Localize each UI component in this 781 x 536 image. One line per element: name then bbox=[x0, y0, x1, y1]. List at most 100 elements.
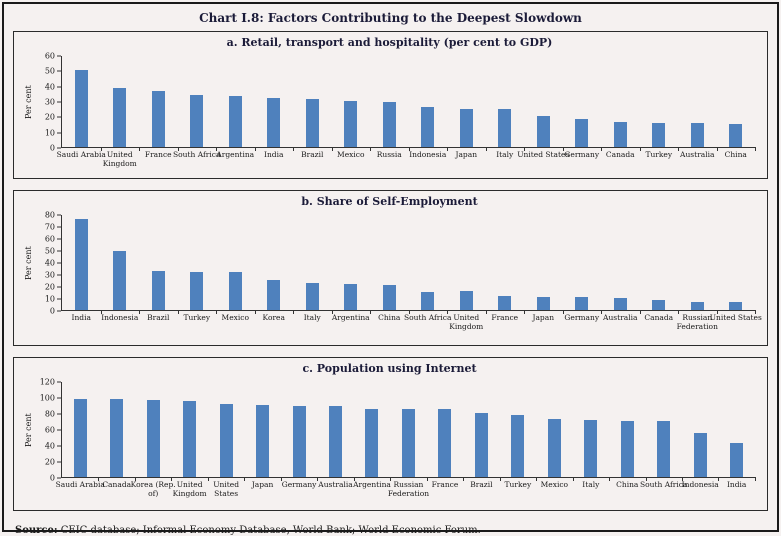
x-category-label: Canada bbox=[605, 150, 635, 159]
bar bbox=[498, 295, 512, 310]
x-category-label: China bbox=[378, 313, 401, 322]
y-tick: 40 bbox=[45, 259, 61, 268]
bar-slot: China bbox=[609, 382, 647, 489]
bar-slot: Canada bbox=[601, 56, 640, 159]
x-category-label: China bbox=[616, 480, 639, 489]
bar bbox=[365, 409, 379, 477]
x-category-label: Indonesia bbox=[101, 313, 139, 322]
x-category-label: Argentina bbox=[331, 313, 370, 322]
bar-slot: Japan bbox=[244, 382, 283, 489]
panel-a-title: a. Retail, transport and hospitality (pe… bbox=[226, 36, 553, 49]
x-category-label: Germany bbox=[564, 150, 600, 159]
y-tick: 60 bbox=[45, 52, 61, 61]
bar bbox=[729, 302, 743, 310]
bar-slot: Germany bbox=[563, 56, 602, 159]
bar bbox=[613, 121, 627, 147]
bar-slot: Italy bbox=[293, 215, 332, 322]
bar-slot: Indonesia bbox=[682, 382, 720, 489]
bar-slot: China bbox=[370, 215, 409, 322]
x-category-label: United States bbox=[709, 313, 762, 322]
y-tick: 40 bbox=[45, 442, 61, 451]
bar-slot: Canada bbox=[98, 382, 137, 489]
x-category-label: Italy bbox=[496, 150, 514, 159]
bar bbox=[113, 250, 127, 310]
bar-slot: Brazil bbox=[293, 56, 332, 159]
y-tick: 40 bbox=[45, 82, 61, 91]
bar bbox=[74, 70, 88, 147]
panel-c-bar-chart: Per cent 0 20 40 60 80 100 120 Saudi Arabia Can… bbox=[20, 378, 759, 506]
bar-slot: United Kingdom bbox=[171, 382, 210, 498]
bar bbox=[474, 412, 488, 477]
bar bbox=[228, 272, 242, 310]
x-category-label: Japan bbox=[532, 313, 555, 322]
bar-slot: France bbox=[486, 215, 525, 322]
x-category-label: Mexico bbox=[221, 313, 249, 322]
x-category-label: United Kingdom bbox=[172, 480, 207, 498]
panel-b-title: b. Share of Self-Employment bbox=[301, 195, 478, 208]
bar bbox=[256, 405, 270, 477]
y-axis: 0 20 40 60 80 100 120 bbox=[35, 378, 61, 483]
bar bbox=[421, 107, 435, 147]
y-axis: 0 10 20 30 40 50 60 70 80 bbox=[35, 211, 61, 316]
bar-slot: Mexico bbox=[216, 215, 255, 322]
bar bbox=[329, 406, 343, 477]
bar-slot: Japan bbox=[524, 215, 563, 322]
bar bbox=[344, 284, 358, 310]
bar-slot: Australia bbox=[678, 56, 717, 159]
chart-main-title: Chart I.8: Factors Contributing to the D… bbox=[199, 11, 582, 25]
bar-slot: Turkey bbox=[640, 56, 679, 159]
y-tick: 0 bbox=[50, 307, 61, 316]
source-text: CEIC database; Informal Economy Database… bbox=[57, 525, 481, 536]
bar-slot: United States bbox=[710, 215, 762, 322]
x-category-label: China bbox=[724, 150, 747, 159]
x-category-label: Italy bbox=[303, 313, 321, 322]
bar bbox=[657, 421, 671, 477]
bar-slot: India bbox=[62, 215, 101, 322]
x-category-label: Australia bbox=[603, 313, 638, 322]
x-category-label: Indonesia bbox=[409, 150, 447, 159]
bar-slot: France bbox=[427, 382, 465, 489]
bar-slot: India bbox=[718, 382, 757, 489]
bar-slot: Germany bbox=[281, 382, 319, 489]
bar bbox=[613, 298, 627, 310]
y-tick: 0 bbox=[50, 474, 61, 483]
x-category-label: Brazil bbox=[470, 480, 493, 489]
x-category-label: Germany bbox=[564, 313, 600, 322]
bar bbox=[575, 119, 589, 147]
x-category-label: Turkey bbox=[645, 150, 673, 159]
plot-area: Saudi Arabia Canada Korea (Rep. of) United … bbox=[56, 382, 757, 498]
x-category-label: Turkey bbox=[504, 480, 532, 489]
x-category-label: Australia bbox=[318, 480, 353, 489]
y-tick: 80 bbox=[45, 410, 61, 419]
bar bbox=[730, 443, 744, 477]
x-category-label: Mexico bbox=[540, 480, 569, 489]
bar-slot: United Kingdom bbox=[101, 56, 140, 168]
bar-slot: India bbox=[255, 56, 294, 159]
bar bbox=[401, 409, 415, 477]
y-axis-label: Per cent bbox=[24, 246, 33, 280]
x-category-label: United Kingdom bbox=[102, 150, 137, 168]
x-category-label: Canada bbox=[644, 313, 674, 322]
bar bbox=[228, 95, 242, 147]
bar-slot: China bbox=[717, 56, 756, 159]
bar-slot: Turkey bbox=[178, 215, 217, 322]
y-tick: 30 bbox=[45, 271, 61, 280]
bar bbox=[620, 420, 634, 477]
y-tick: 10 bbox=[45, 128, 61, 137]
y-tick: 30 bbox=[45, 98, 61, 107]
bar bbox=[344, 101, 358, 147]
bar-slot: Korea (Rep. of) bbox=[131, 382, 176, 498]
x-category-label: United States bbox=[517, 150, 570, 159]
panel-b-bar-chart: Per cent 0 10 20 30 40 50 60 70 80 India Indonesi… bbox=[20, 211, 762, 341]
bar-slot: Italy bbox=[486, 56, 525, 159]
bar-slot: South Africa bbox=[173, 56, 220, 159]
panel-retail-gdp: a. Retail, transport and hospitality (pe… bbox=[13, 31, 768, 179]
plot-area: India Indonesia Brazil Turkey Mexico Korea Ita… bbox=[61, 215, 762, 331]
bar bbox=[292, 405, 306, 477]
panel-internet-usage: c. Population using Internet Per cent 0 2… bbox=[13, 357, 768, 511]
x-category-label: France bbox=[431, 480, 459, 489]
bar-slot: Russian Federation bbox=[388, 382, 429, 498]
bar-slot: Mexico bbox=[536, 382, 575, 489]
bar-slot: Italy bbox=[573, 382, 611, 489]
